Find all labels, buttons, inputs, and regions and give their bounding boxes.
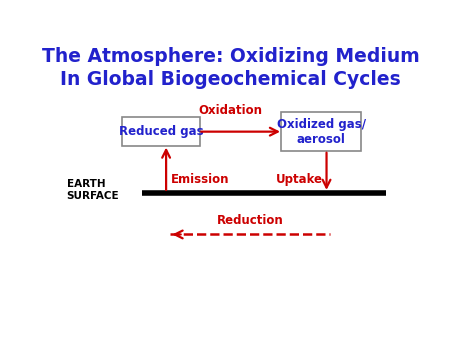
FancyBboxPatch shape	[281, 112, 361, 151]
Text: Uptake: Uptake	[276, 173, 323, 186]
FancyBboxPatch shape	[122, 117, 200, 146]
Text: EARTH
SURFACE: EARTH SURFACE	[67, 179, 119, 201]
Text: Emission: Emission	[171, 173, 230, 186]
Text: The Atmosphere: Oxidizing Medium
In Global Biogeochemical Cycles: The Atmosphere: Oxidizing Medium In Glob…	[42, 47, 419, 89]
Text: Oxidation: Oxidation	[198, 104, 262, 117]
Text: Reduced gas: Reduced gas	[118, 125, 203, 138]
Text: Reduction: Reduction	[216, 214, 283, 227]
Text: Oxidized gas/
aerosol: Oxidized gas/ aerosol	[277, 118, 366, 146]
